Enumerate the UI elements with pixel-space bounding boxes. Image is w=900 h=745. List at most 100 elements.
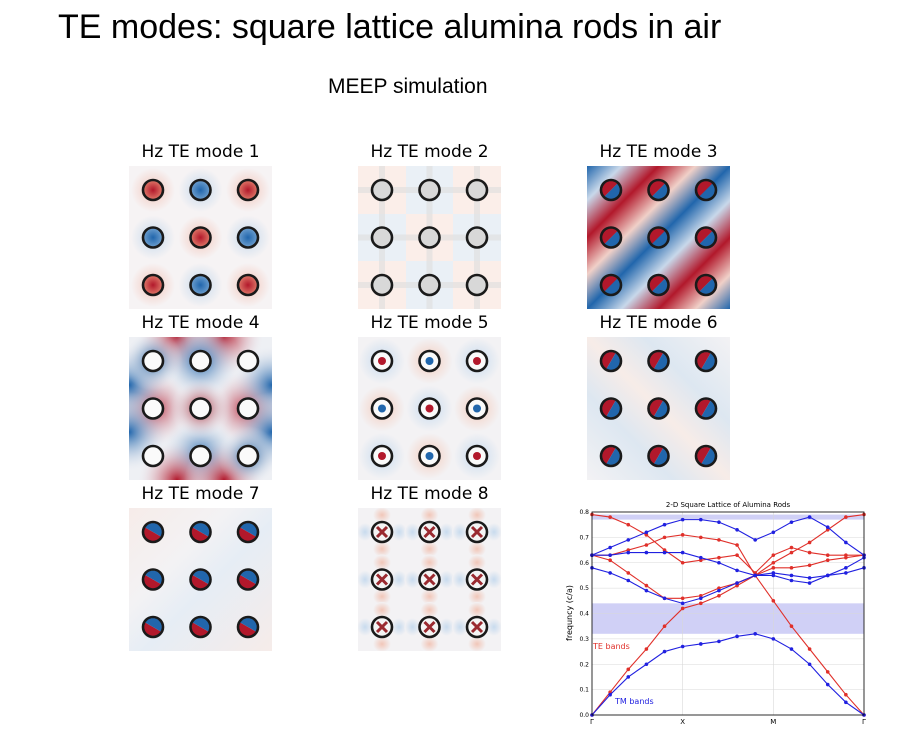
series-line [591,633,865,716]
data-point [753,573,757,578]
rod [465,273,489,297]
rod [647,349,670,373]
slide-subtitle: MEEP simulation [328,75,488,98]
rod [599,178,623,202]
data-point [807,581,812,585]
y-axis-label: frequncy (c/a) [565,585,574,641]
data-point [644,530,649,535]
te-bands-annotation: TE bands [592,642,630,651]
rod [141,444,165,468]
rod [418,226,441,249]
rod [141,520,165,544]
rod [599,397,623,420]
mode-label: Hz TE mode 4 [141,313,260,333]
data-point [699,517,703,522]
x-tick-label: Γ [590,718,594,726]
rod [370,273,394,297]
rod [694,178,718,202]
data-point [680,596,685,601]
data-point [789,550,794,555]
data-point [771,599,776,603]
series-line [592,513,865,577]
rod [694,349,718,373]
y-tick-label: 0.2 [579,661,589,668]
mode-field-image [358,166,501,309]
rod [141,615,165,639]
data-point [735,583,739,588]
data-point [680,601,685,606]
tick-labels: 0.0 0.1 0.2 0.3 0.4 0.5 0.6 0.7 0.8 Γ X M Γ [579,509,866,726]
rod [599,273,623,297]
data-point [735,581,739,585]
rod [418,273,441,297]
data-point [644,583,649,588]
data-point [789,566,794,570]
rod [599,226,623,249]
rod [370,226,394,249]
data-point [844,566,848,570]
data-point [644,662,649,667]
data-point [717,639,721,644]
data-point [825,553,830,557]
series-tm-7 [590,515,866,557]
data-point [825,525,830,530]
rod [141,397,165,420]
mode-field-image [587,337,730,480]
data-point [717,593,721,598]
data-point [662,596,667,601]
data-point [662,649,667,654]
data-point [644,588,649,593]
data-point [644,543,649,547]
data-point [680,606,685,611]
data-point [844,540,848,545]
mode-label: Hz TE mode 6 [599,313,718,333]
y-tick-label: 0.1 [579,687,589,694]
data-point [662,550,667,555]
data-point [807,550,812,555]
data-point [680,533,685,537]
data-point [699,593,703,598]
y-tick-label: 0.5 [579,585,589,592]
plot-frame [591,511,865,716]
mode-label: Hz TE mode 3 [599,142,718,162]
series-line [591,567,865,604]
data-point [735,527,739,532]
data-point [844,700,848,705]
data-point [844,515,848,519]
y-tick-label: 0.3 [579,636,589,643]
data-point [717,520,721,524]
rod [599,444,623,468]
data-point [626,548,631,552]
slide-title: TE modes: square lattice alumina rods in… [58,8,722,46]
rod [141,568,165,591]
band-structure-chart: 2-D Square Lattice of Alumina Rods 0.00.… [565,501,866,726]
series-line [591,516,865,556]
data-point [825,558,830,563]
rod [236,349,260,373]
data-point [807,647,812,651]
series-line [591,554,865,599]
data-point [789,624,794,628]
data-point [753,632,757,636]
data-point [680,644,685,649]
rod [647,226,670,249]
y-tick-label: 0.6 [579,560,589,567]
rod [236,397,260,420]
rod [189,615,212,639]
data-point [608,553,612,557]
data-point [771,560,776,565]
data-point [717,586,721,590]
data-point [680,517,685,522]
x-tick-label: X [680,718,685,726]
data-point [717,588,721,593]
mode-field-image [129,337,272,480]
y-tick-label: 0.7 [579,534,589,541]
data-point [753,571,757,575]
x-tick-label: Γ [862,718,866,726]
rod [599,349,623,373]
data-point [680,550,685,555]
data-point [771,573,776,578]
data-point [771,566,776,570]
rod [189,568,212,591]
data-point [807,563,812,568]
